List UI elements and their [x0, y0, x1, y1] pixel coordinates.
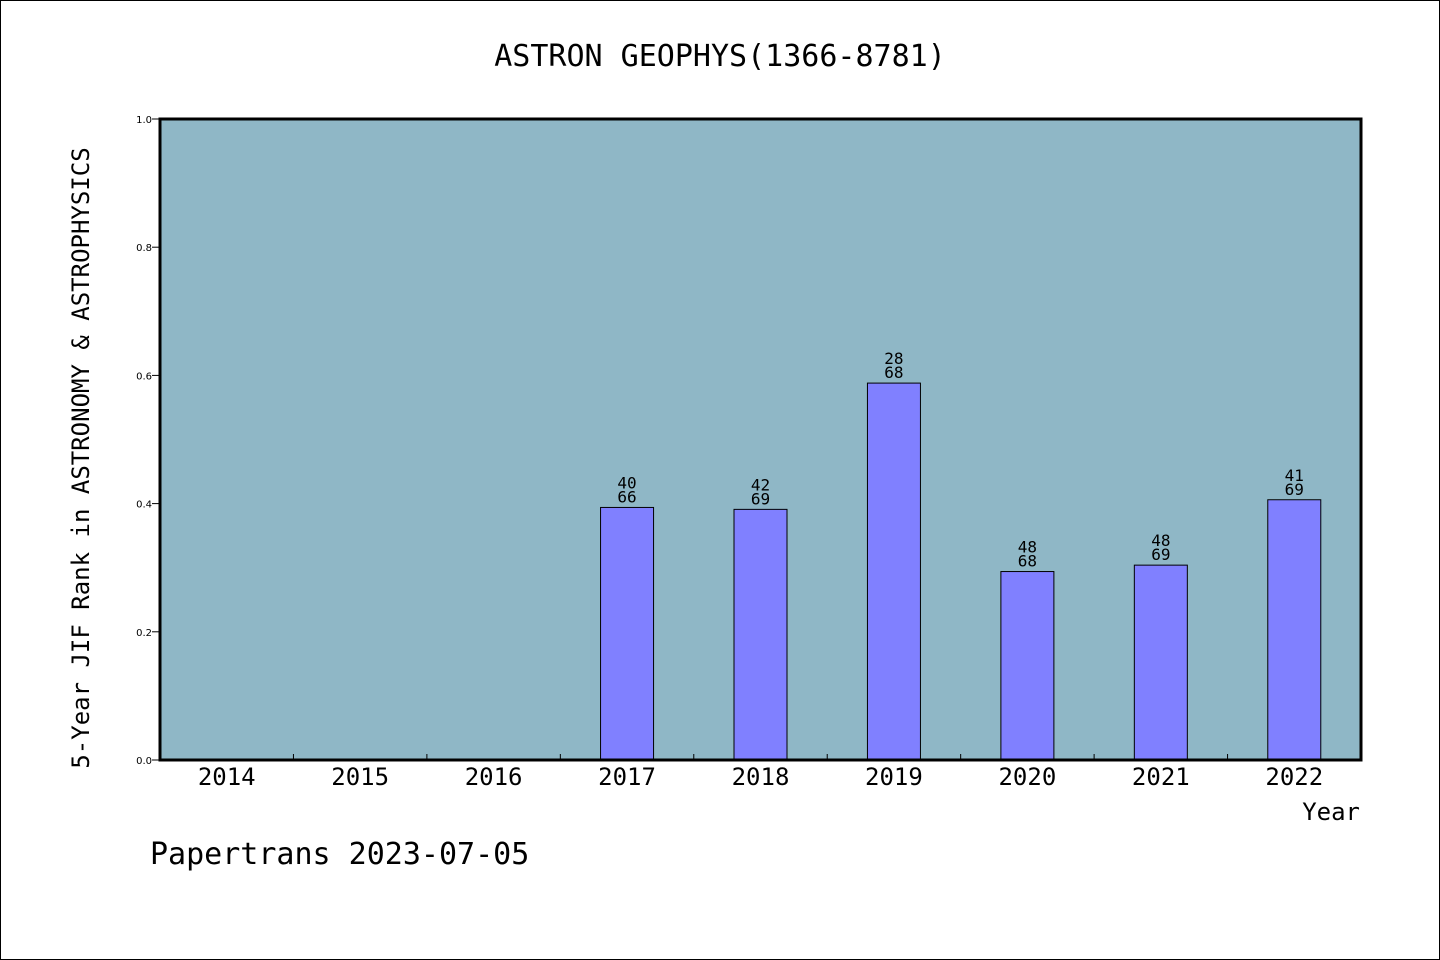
y-tick-label: 0.8 — [136, 243, 152, 254]
bar-2017 — [600, 506, 655, 761]
bar-label-total: 66 — [617, 487, 636, 506]
bar-label-total: 68 — [884, 363, 903, 382]
bar-2018 — [733, 508, 788, 761]
x-tick-label: 2021 — [1132, 763, 1190, 791]
bar-label-total: 68 — [1018, 552, 1037, 571]
bar-label-rank: 41 — [1285, 466, 1304, 485]
footer-text: Papertrans 2023-07-05 — [150, 837, 529, 872]
y-tick-label: 0.0 — [136, 756, 152, 767]
bar-label-total: 69 — [1151, 545, 1170, 564]
y-tick-label: 0.4 — [136, 500, 152, 511]
bar-label-total: 69 — [751, 489, 770, 508]
x-tick-label: 2020 — [998, 763, 1056, 791]
y-tick-label: 0.2 — [136, 628, 152, 639]
chart-title: ASTRON GEOPHYS(1366-8781) — [494, 39, 946, 74]
y-tick-group: 0.0 0.2 0.4 0.6 0.8 1.0 — [136, 115, 160, 767]
bar-2019 — [866, 382, 921, 761]
bar-label-rank: 48 — [1018, 538, 1037, 557]
x-tick-label: 2017 — [598, 763, 656, 791]
x-tick-label: 2022 — [1265, 763, 1323, 791]
bar-label-rank: 40 — [617, 473, 636, 492]
bar-label-rank: 28 — [884, 349, 903, 368]
x-tick-label: 2018 — [732, 763, 790, 791]
x-tick-label: 2014 — [198, 763, 256, 791]
bar-group — [600, 382, 1322, 761]
bar-label-rank: 48 — [1151, 531, 1170, 550]
x-tick-label: 2016 — [465, 763, 523, 791]
bar-label-total: 69 — [1285, 480, 1304, 499]
bar-label-rank: 42 — [751, 475, 770, 494]
x-axis-label: Year — [1302, 798, 1360, 826]
bar-2022 — [1267, 499, 1322, 761]
y-tick-label: 0.6 — [136, 371, 152, 382]
plot-border — [158, 117, 1363, 762]
x-tick-label: 2019 — [865, 763, 923, 791]
bar-2020 — [1000, 571, 1055, 761]
y-axis-label: 5-Year JIF Rank in ASTRONOMY & ASTROPHYS… — [67, 147, 95, 768]
x-tick-label: 2015 — [331, 763, 389, 791]
bar-2021 — [1133, 564, 1188, 761]
x-tick-group: 2014 2015 2016 2017 2018 2019 2020 2021 2022 — [198, 754, 1323, 791]
y-tick-label: 1.0 — [136, 115, 152, 126]
